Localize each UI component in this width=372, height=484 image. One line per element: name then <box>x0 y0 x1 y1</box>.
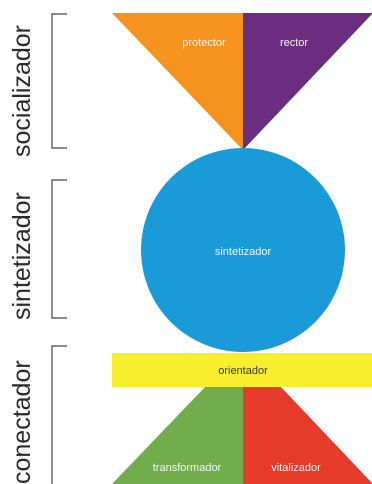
trapezoid-vitalizador <box>243 387 372 484</box>
group-socializador: socializador protector rector <box>8 13 372 157</box>
bracket-conectador <box>51 345 67 484</box>
triangle-rector <box>243 13 372 150</box>
label-socializador: socializador <box>8 25 36 157</box>
label-orientador: orientador <box>218 365 268 377</box>
bracket-sintetizador <box>51 179 67 319</box>
bracket-socializador <box>51 13 67 149</box>
triangle-protector <box>112 13 243 150</box>
label-vitalizador: vitalizador <box>271 462 321 474</box>
label-protector: protector <box>182 37 226 49</box>
group-sintetizador: sintetizador sintetizador <box>8 148 345 352</box>
label-rector: rector <box>280 37 308 49</box>
trapezoid-transformador <box>112 387 243 484</box>
group-conectador: conectador orientador transformador vita… <box>8 345 372 484</box>
label-transformador: transformador <box>153 462 222 474</box>
label-sintetizador-center: sintetizador <box>215 246 272 258</box>
label-conectador: conectador <box>8 360 36 484</box>
circle-sintetizador <box>141 148 345 352</box>
label-sintetizador: sintetizador <box>8 192 36 320</box>
bar-orientador <box>112 353 372 387</box>
